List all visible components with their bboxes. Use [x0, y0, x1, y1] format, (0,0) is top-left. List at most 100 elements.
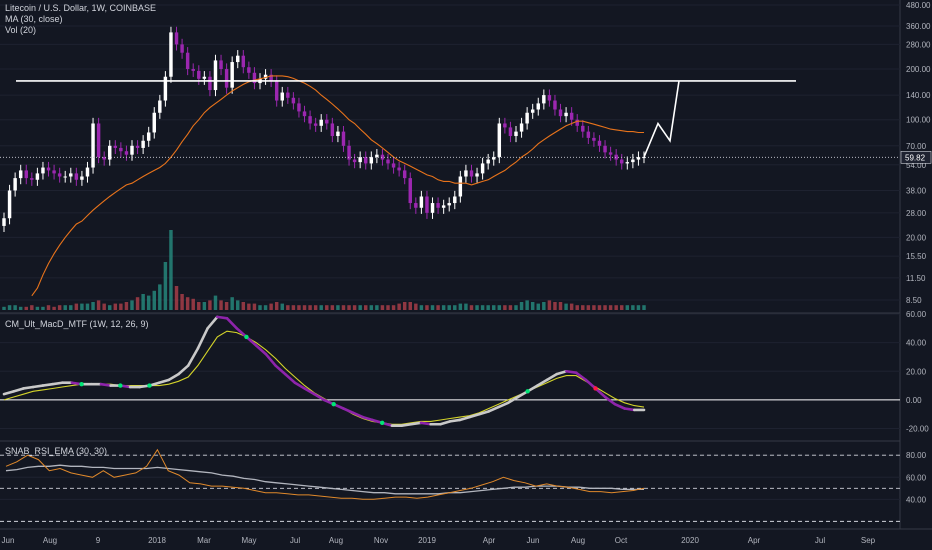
- candle-body: [564, 112, 568, 117]
- time-tick-label: Jun: [527, 536, 540, 545]
- macd-line-segment: [536, 378, 549, 387]
- volume-bar: [475, 305, 479, 310]
- candle-body: [514, 131, 518, 137]
- volume-bar: [458, 303, 463, 310]
- price-tick-label: 480.00: [906, 1, 931, 10]
- candle-body: [169, 32, 173, 77]
- candle-body: [80, 176, 84, 180]
- candle-body: [492, 157, 496, 160]
- volume-bar: [197, 302, 201, 310]
- macd-line-segment: [468, 412, 481, 419]
- macd-pane[interactable]: [0, 315, 900, 427]
- volume-bar: [230, 297, 234, 310]
- time-axis[interactable]: Jun Aug 9 2018 Mar May Jul Aug Nov 2019 Apr Jun Aug O…: [2, 536, 876, 545]
- volume-bar: [625, 305, 630, 310]
- macd-line-segment: [487, 405, 500, 413]
- volume-bar: [603, 305, 607, 310]
- price-pane[interactable]: [0, 26, 900, 310]
- candle-body: [603, 145, 607, 153]
- symbol-title: Litecoin / U.S. Dollar, 1W, COINBASE: [5, 3, 157, 13]
- candle-body: [453, 196, 457, 204]
- candle-body: [553, 100, 557, 110]
- candle-body: [57, 173, 62, 177]
- volume-bar: [414, 303, 418, 310]
- volume-bar: [208, 300, 212, 310]
- price-tick-label: 200.00: [906, 65, 931, 74]
- candle-body: [375, 154, 379, 158]
- volume-bar: [375, 305, 379, 310]
- macd-tick-label: -20.00: [906, 425, 929, 434]
- volume-bar: [274, 302, 279, 310]
- macd-label: CM_Ult_MacD_MTF (1W, 12, 26, 9): [5, 319, 149, 329]
- candle-body: [302, 111, 307, 117]
- volume-bar: [358, 305, 362, 310]
- volume-bar: [586, 305, 591, 310]
- macd-cross-marker: [525, 389, 530, 394]
- candle-body: [625, 162, 630, 164]
- price-axis[interactable]: 480.00 360.00 280.00 200.00 140.00 100.00 70.0…: [900, 1, 932, 504]
- candle-body: [430, 203, 435, 213]
- candle-body: [358, 157, 362, 163]
- volume-bar: [102, 303, 106, 310]
- volume-bar: [386, 305, 390, 310]
- candle-body: [252, 72, 257, 84]
- candle-body: [352, 159, 357, 163]
- macd-cross-marker: [379, 420, 385, 426]
- candle-body: [313, 123, 318, 126]
- time-tick-label: Jul: [815, 536, 825, 545]
- volume-bar: [130, 300, 134, 310]
- candle-body: [286, 92, 290, 98]
- candle-body: [508, 127, 513, 137]
- candle-body: [30, 178, 34, 180]
- macd-line-segment: [177, 364, 190, 376]
- candle-body: [174, 32, 179, 45]
- candle-body: [419, 196, 424, 208]
- volume-bar: [46, 305, 51, 310]
- last-price-badge: [900, 150, 932, 164]
- volume-bar: [308, 305, 312, 310]
- macd-line-segment: [409, 421, 423, 426]
- candle-body: [325, 119, 329, 124]
- candle-body: [330, 123, 335, 137]
- time-tick-label: 2019: [418, 536, 436, 545]
- candle-body: [480, 163, 485, 174]
- candle-body: [224, 69, 229, 88]
- candle-body: [397, 167, 401, 171]
- rsi-line: [5, 448, 645, 500]
- projection-path: [643, 80, 680, 158]
- candle-body: [486, 159, 490, 164]
- volume-bar: [380, 305, 385, 310]
- volume-bar: [252, 303, 257, 310]
- time-tick-label: Apr: [748, 536, 761, 545]
- volume-bar: [224, 302, 229, 310]
- volume-bar: [547, 300, 552, 310]
- candle-body: [497, 123, 502, 158]
- candle-body: [597, 140, 602, 146]
- volume-bar: [41, 306, 45, 310]
- volume-bar: [402, 302, 407, 310]
- candle-body: [542, 95, 546, 104]
- volume-bar: [141, 294, 145, 310]
- volume-bar: [419, 305, 424, 310]
- time-tick-label: 9: [96, 536, 101, 545]
- macd-cross-marker: [331, 402, 336, 407]
- volume-bar: [18, 306, 23, 310]
- candle-body: [347, 145, 351, 160]
- candle-body: [469, 170, 474, 177]
- volume-bar: [7, 305, 12, 310]
- volume-bar: [219, 300, 223, 310]
- candle-body: [364, 157, 368, 164]
- volume-bar: [96, 300, 101, 310]
- macd-legend: CM_Ult_MacD_MTF (1W, 12, 26, 9): [5, 319, 149, 330]
- volume-bar: [497, 305, 502, 310]
- volume-bar: [447, 305, 451, 310]
- macd-line-segment: [342, 407, 355, 415]
- macd-cross-marker: [593, 386, 598, 391]
- volume-bar: [24, 306, 28, 310]
- volume-bar: [330, 305, 335, 310]
- price-tick-label: 100.00: [906, 116, 931, 125]
- candle-body: [113, 145, 118, 148]
- rsi-pane[interactable]: [0, 448, 900, 522]
